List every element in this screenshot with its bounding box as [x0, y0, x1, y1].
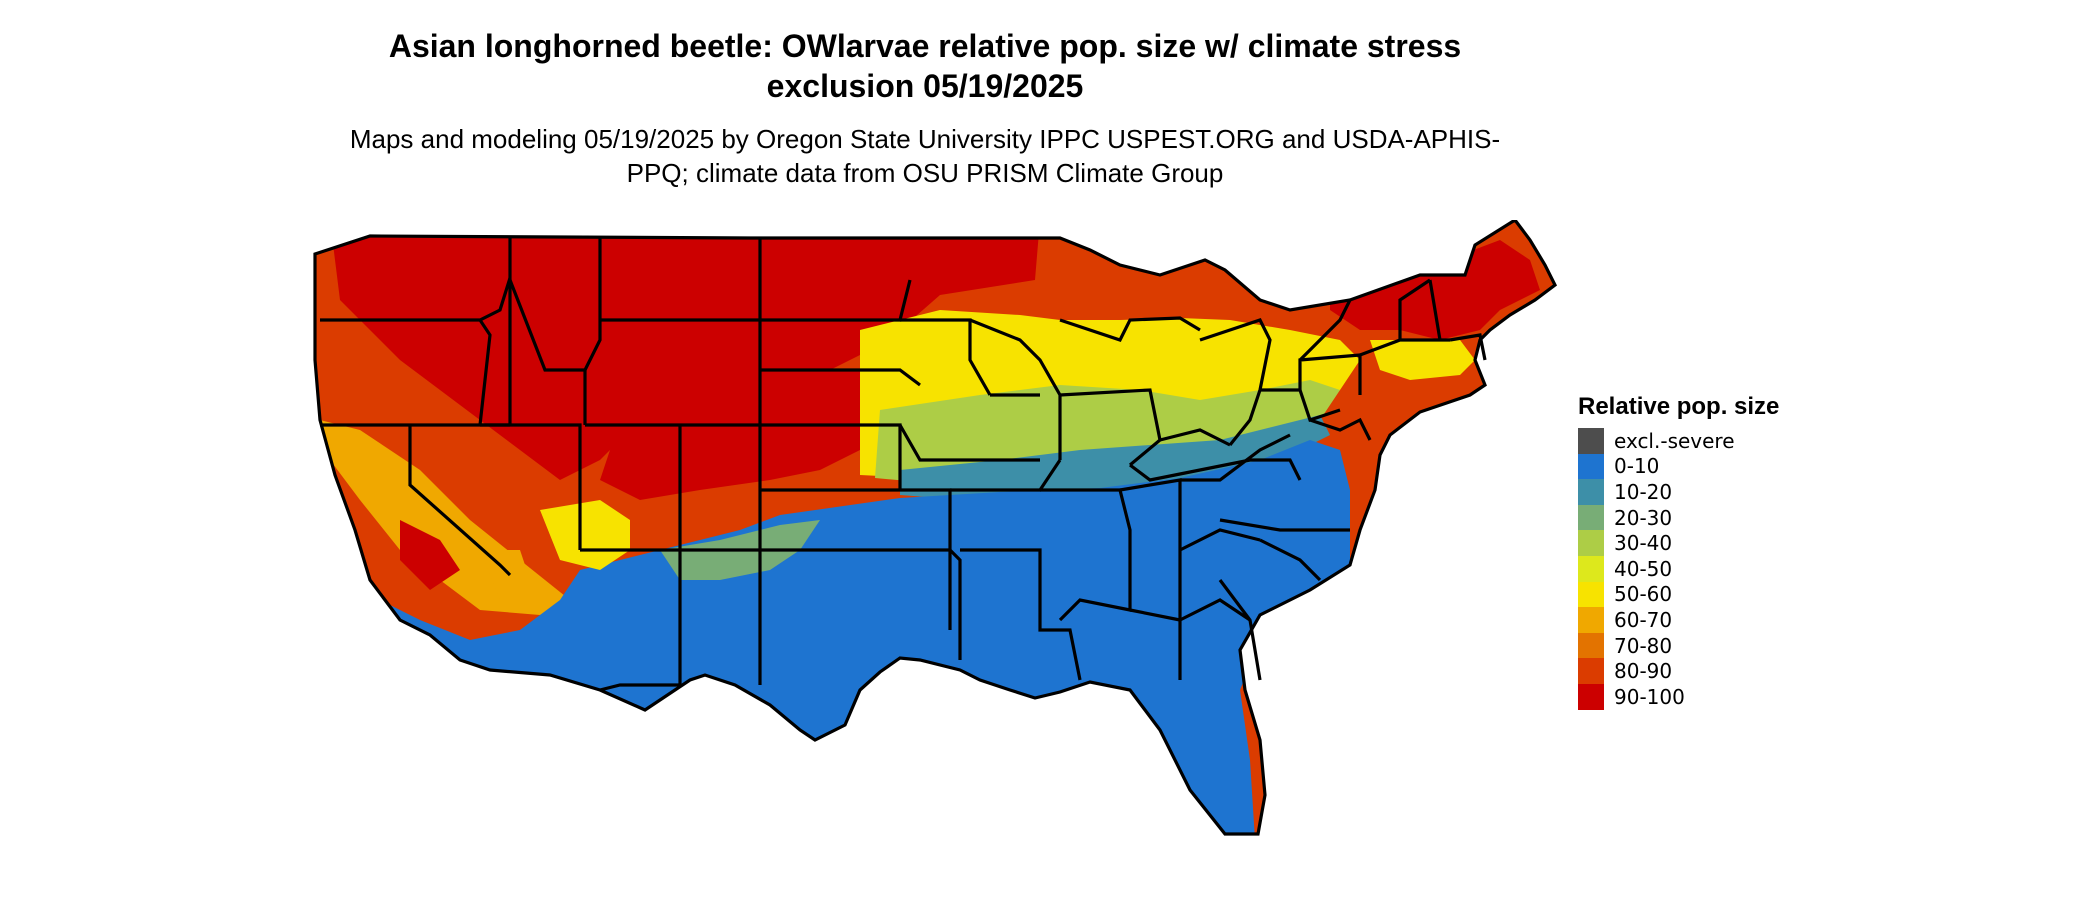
- legend-item: 10-20: [1578, 479, 1779, 505]
- us-map: [300, 217, 1560, 892]
- legend-label: 0-10: [1614, 454, 1660, 479]
- legend-item: excl.-severe: [1578, 428, 1779, 454]
- legend-item: 60-70: [1578, 607, 1779, 633]
- legend-label: 30-40: [1614, 531, 1673, 556]
- legend-swatch: [1578, 632, 1604, 659]
- legend-label: 10-20: [1614, 479, 1673, 504]
- legend-items: excl.-severe 0-10 10-20 20-30 30-40 40-50 50-6…: [1578, 428, 1779, 710]
- legend-label: excl.-severe: [1614, 428, 1735, 453]
- legend-item: 40-50: [1578, 555, 1779, 582]
- legend-swatch: [1578, 683, 1604, 710]
- legend-swatch: [1578, 555, 1604, 582]
- legend-label: 70-80: [1614, 633, 1673, 658]
- legend-swatch: [1578, 658, 1604, 684]
- map-legend: Relative pop. size excl.-severe 0-10 10-20…: [1578, 392, 1779, 710]
- legend-item: 50-60: [1578, 581, 1779, 608]
- legend-label: 60-70: [1614, 607, 1673, 632]
- legend-swatch: [1578, 479, 1604, 505]
- state-borders: [313, 217, 1558, 836]
- legend-label: 90-100: [1614, 684, 1685, 709]
- legend-item: 20-30: [1578, 504, 1779, 531]
- legend-item: 70-80: [1578, 632, 1779, 659]
- us-map-svg: [313, 217, 1558, 836]
- legend-item: 80-90: [1578, 658, 1779, 684]
- legend-label: 80-90: [1614, 659, 1673, 684]
- legend-swatch: [1578, 581, 1604, 608]
- legend-title: Relative pop. size: [1578, 393, 1780, 420]
- legend-item: 90-100: [1578, 683, 1779, 710]
- legend-swatch: [1578, 428, 1604, 454]
- legend-label: 20-30: [1614, 505, 1673, 530]
- legend-swatch: [1578, 530, 1604, 556]
- legend-label: 40-50: [1614, 556, 1673, 581]
- legend-item: 30-40: [1578, 530, 1779, 556]
- legend-swatch: [1578, 504, 1604, 531]
- legend-swatch: [1578, 607, 1604, 633]
- legend-item: 0-10: [1578, 453, 1779, 480]
- map-subtitle: Maps and modeling 05/19/2025 by Oregon S…: [349, 124, 1501, 188]
- legend-label: 50-60: [1614, 582, 1673, 607]
- map-title: Asian longhorned beetle: OWlarvae relati…: [388, 28, 1462, 104]
- legend-swatch: [1578, 453, 1604, 480]
